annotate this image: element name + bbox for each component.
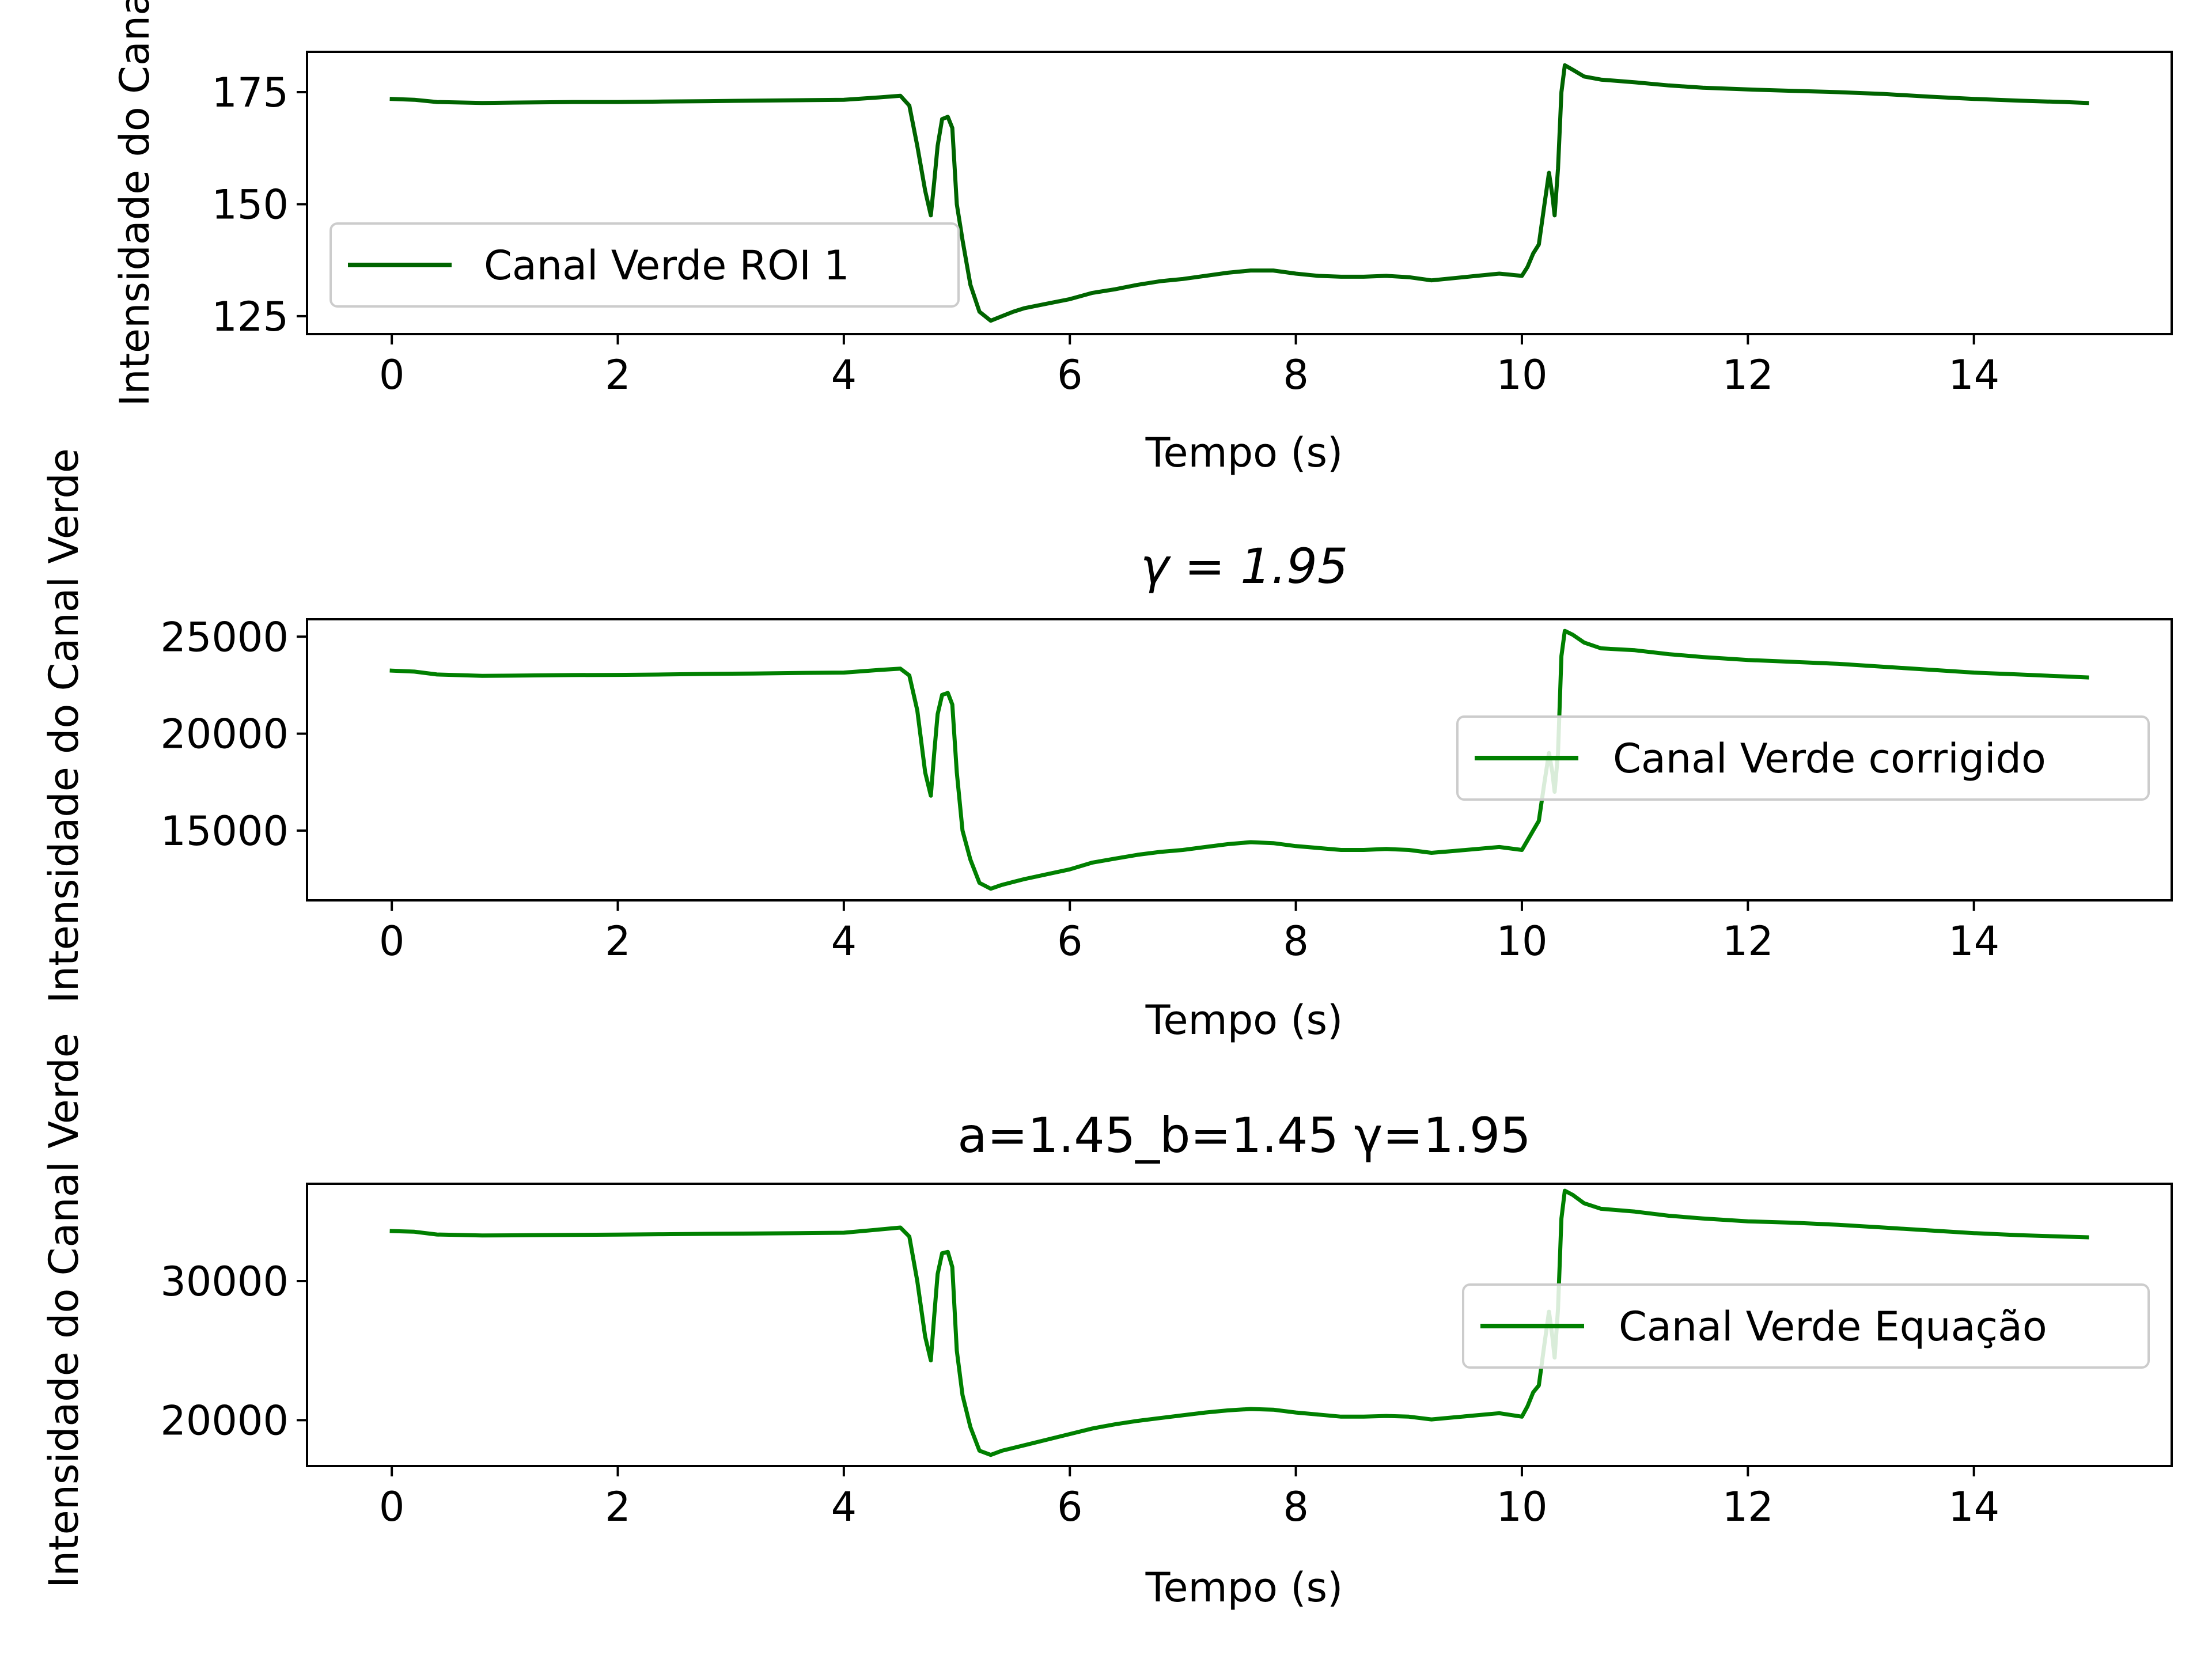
x-tick-label: 4 xyxy=(831,918,857,965)
title-3: a=1.45_b=1.45 γ=1.95 xyxy=(957,1107,1531,1164)
series-line-3-1 xyxy=(389,1188,2089,1457)
x-tick-label: 14 xyxy=(1948,351,1999,399)
y-axis-label-2: Intensidade do Canal Verde xyxy=(40,448,88,1003)
x-tick-label: 12 xyxy=(1722,918,1774,965)
subplot-1: 0 2 4 6 8 10 12 14 125 150 175 Tempo (s) Intensid… xyxy=(111,0,2173,476)
x-axis-label-2: Tempo (s) xyxy=(1145,997,1343,1044)
y-ticks-1: 125 150 175 xyxy=(211,69,307,340)
x-tick-label: 6 xyxy=(1057,1483,1083,1531)
x-tick-label: 8 xyxy=(1283,918,1309,965)
x-tick-label: 6 xyxy=(1057,351,1083,399)
x-axis-label-1: Tempo (s) xyxy=(1145,429,1343,476)
x-tick-label: 6 xyxy=(1057,918,1083,965)
legend-box-2 xyxy=(1456,715,2150,801)
x-tick-label: 12 xyxy=(1722,351,1774,399)
x-tick-label: 2 xyxy=(605,351,631,399)
y-tick-label: 15000 xyxy=(160,808,289,855)
x-tick-label: 0 xyxy=(379,918,405,965)
x-tick-label: 2 xyxy=(605,1483,631,1531)
x-ticks-3: 0 2 4 6 8 10 12 14 xyxy=(379,1466,1999,1531)
legend-label-2: Canal Verde corrigido xyxy=(1613,735,2046,782)
axes-frame-1 xyxy=(306,51,2173,335)
x-tick-label: 0 xyxy=(379,351,405,399)
y-ticks-3: 20000 30000 xyxy=(160,1258,307,1444)
y-tick-label: 20000 xyxy=(160,711,289,758)
axes-frame-2 xyxy=(306,618,2173,902)
plot-area-2 xyxy=(306,618,2173,902)
x-axis-label-3: Tempo (s) xyxy=(1145,1564,1343,1611)
y-tick-label: 150 xyxy=(211,181,289,228)
x-tick-label: 4 xyxy=(831,351,857,399)
legend-box-1 xyxy=(329,222,960,308)
title-2: γ = 1.95 xyxy=(1141,538,1349,594)
x-tick-label: 10 xyxy=(1496,351,1547,399)
subplot-3: a=1.45_b=1.45 γ=1.95 0 2 4 6 8 10 12 14 20000 30… xyxy=(40,1033,2173,1611)
legend-label-3: Canal Verde Equação xyxy=(1619,1303,2047,1350)
series-line-1-1 xyxy=(389,63,2089,323)
x-ticks-1: 0 2 4 6 8 10 12 14 xyxy=(379,334,1999,399)
y-axis-label-3: Intensidade do Canal Verde xyxy=(40,1033,88,1588)
x-tick-label: 10 xyxy=(1496,918,1547,965)
x-tick-label: 8 xyxy=(1283,351,1309,399)
y-tick-label: 125 xyxy=(211,293,289,340)
plot-area-3 xyxy=(306,1183,2173,1467)
x-tick-label: 4 xyxy=(831,1483,857,1531)
x-tick-label: 2 xyxy=(605,918,631,965)
y-ticks-2: 15000 20000 25000 xyxy=(160,613,307,855)
x-tick-label: 8 xyxy=(1283,1483,1309,1531)
y-tick-label: 30000 xyxy=(160,1258,289,1305)
x-tick-label: 0 xyxy=(379,1483,405,1531)
legend-2: Canal Verde corrigido xyxy=(1456,715,2150,801)
x-ticks-2: 0 2 4 6 8 10 12 14 xyxy=(379,900,1999,965)
x-tick-label: 14 xyxy=(1948,918,1999,965)
subplot-2: γ = 1.95 0 2 4 6 8 10 12 14 15000 20000 25000 Tem… xyxy=(40,448,2173,1044)
y-tick-label: 25000 xyxy=(160,613,289,661)
legend-1: Canal Verde ROI 1 xyxy=(329,222,960,308)
legend-box-3 xyxy=(1462,1283,2150,1369)
x-tick-label: 10 xyxy=(1496,1483,1547,1531)
x-tick-label: 14 xyxy=(1948,1483,1999,1531)
y-tick-label: 175 xyxy=(211,69,289,116)
legend-label-1: Canal Verde ROI 1 xyxy=(484,242,850,289)
axes-frame-3 xyxy=(306,1183,2173,1467)
x-tick-label: 12 xyxy=(1722,1483,1774,1531)
y-axis-label-1: Intensidade do Canal xyxy=(111,0,158,406)
series-line-2-1 xyxy=(389,628,2089,891)
legend-3: Canal Verde Equação xyxy=(1462,1283,2150,1369)
plot-area-1 xyxy=(306,51,2173,335)
y-tick-label: 20000 xyxy=(160,1397,289,1444)
